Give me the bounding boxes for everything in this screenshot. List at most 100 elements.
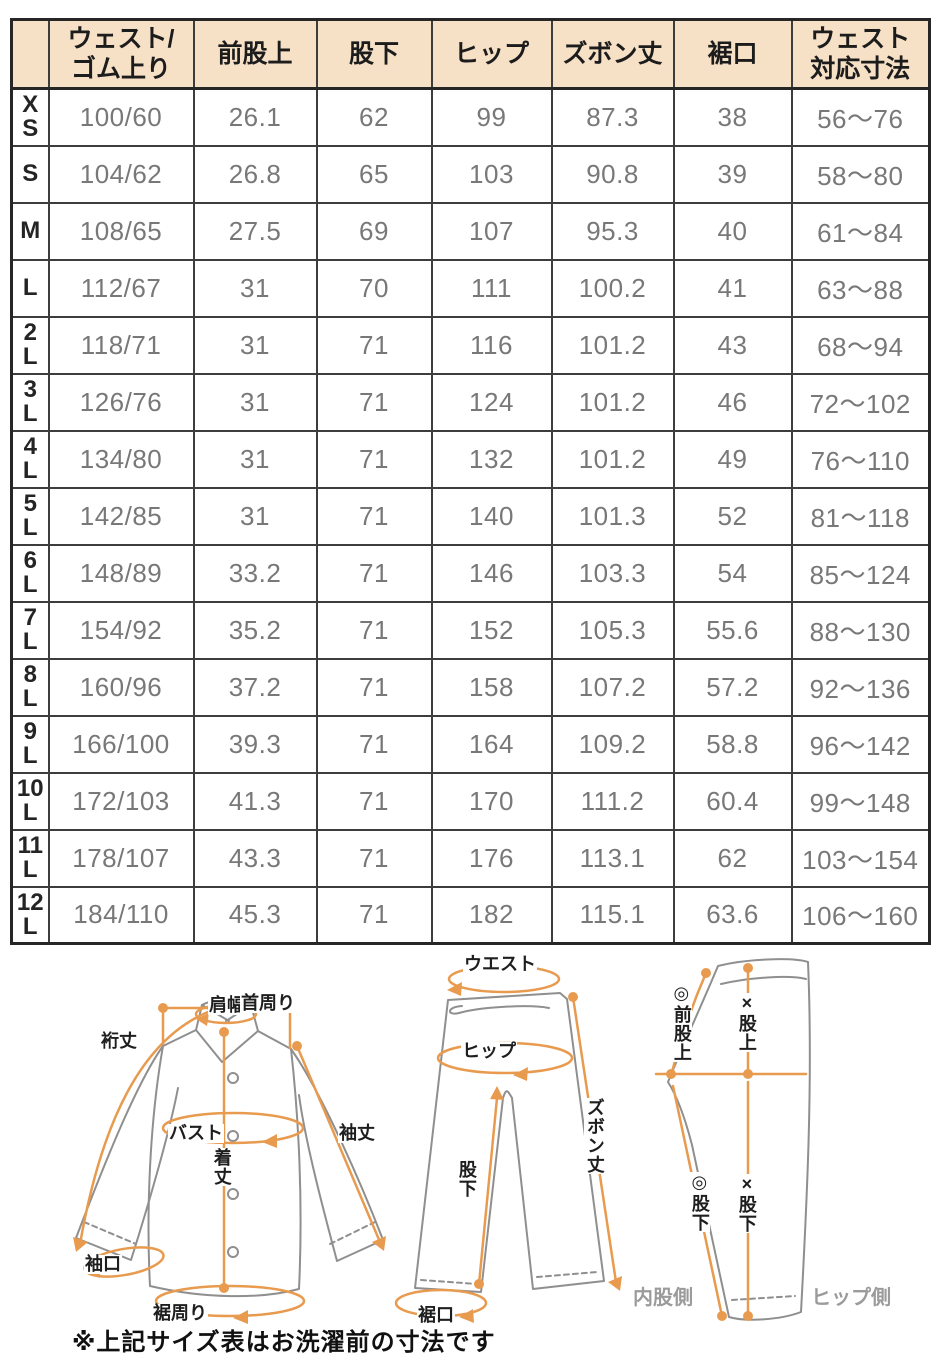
- measurement-cell: 71: [315, 315, 433, 375]
- measurement-cell: 43.3: [192, 828, 318, 888]
- measurement-cell: 126/76: [47, 372, 195, 432]
- measurement-cell: 55.6: [672, 600, 793, 660]
- table-row: 12 L 184/110 45.3 71 182 115.1 63.6 106〜160: [10, 885, 931, 945]
- measurement-cell: 49: [672, 429, 793, 489]
- measurement-cell: 99: [430, 87, 553, 147]
- measurement-cell: 71: [315, 714, 433, 774]
- measurement-cell: 101.2: [550, 429, 675, 489]
- size-label: 11 L: [10, 828, 50, 888]
- measurement-cell: 56〜76: [790, 87, 931, 147]
- measurement-cell: 26.1: [192, 87, 318, 147]
- measurement-cell: 146: [430, 543, 553, 603]
- measurement-cell: 31: [192, 315, 318, 375]
- measurement-cell: 41.3: [192, 771, 318, 831]
- measurement-cell: 100.2: [550, 258, 675, 318]
- measurement-cell: 71: [315, 486, 433, 546]
- measurement-cell: 111: [430, 258, 553, 318]
- measurement-cell: 87.3: [550, 87, 675, 147]
- measurement-cell: 35.2: [192, 600, 318, 660]
- measurement-cell: 31: [192, 486, 318, 546]
- measurement-cell: 71: [315, 600, 433, 660]
- column-header: 裾口: [672, 18, 793, 90]
- size-label: 9 L: [10, 714, 50, 774]
- measurement-cell: 103〜154: [790, 828, 931, 888]
- measurement-cell: 103.3: [550, 543, 675, 603]
- label-hem-opening: 裾口: [417, 1305, 455, 1325]
- measurement-cell: 72〜102: [790, 372, 931, 432]
- label-inseam-side: ×股下: [736, 1174, 757, 1233]
- measurement-cell: 71: [315, 429, 433, 489]
- measurement-cell: 158: [430, 657, 553, 717]
- measurement-cell: 113.1: [550, 828, 675, 888]
- label-sleeve-length: 袖丈: [338, 1123, 376, 1143]
- size-label: 5 L: [10, 486, 50, 546]
- measurement-cell: 112/67: [47, 258, 195, 318]
- label-front-rise: ◎前股上: [671, 983, 692, 1062]
- label-waist: ウエスト: [463, 954, 537, 974]
- label-sleeve-opening: 袖口: [84, 1254, 122, 1274]
- measurement-cell: 26.8: [192, 144, 318, 204]
- measurement-cell: 107.2: [550, 657, 675, 717]
- label-inner-side: 内股側: [633, 1287, 693, 1309]
- size-label: 6 L: [10, 543, 50, 603]
- label-hip-side: ヒップ側: [811, 1287, 891, 1309]
- size-label: 2 L: [10, 315, 50, 375]
- corner-cell: [10, 18, 50, 90]
- measurement-cell: 95.3: [550, 201, 675, 261]
- table-row: 7 L 154/92 35.2 71 152 105.3 55.6 88〜130: [10, 600, 931, 660]
- measurement-cell: 148/89: [47, 543, 195, 603]
- size-label: S: [10, 144, 50, 204]
- label-pants-length: ズボン丈: [584, 1098, 605, 1174]
- label-inseam: 股下: [456, 1160, 477, 1198]
- measurement-cell: 58.8: [672, 714, 793, 774]
- measurement-cell: 65: [315, 144, 433, 204]
- measurement-cell: 116: [430, 315, 553, 375]
- wash-note: ※上記サイズ表はお洗濯前の寸法です: [72, 1329, 496, 1356]
- measurement-cell: 57.2: [672, 657, 793, 717]
- table-row: 10 L 172/103 41.3 71 170 111.2 60.4 99〜148: [10, 771, 931, 831]
- measurement-cell: 99〜148: [790, 771, 931, 831]
- measurement-cell: 152: [430, 600, 553, 660]
- measurement-cell: 118/71: [47, 315, 195, 375]
- size-label: M: [10, 201, 50, 261]
- label-hip: ヒップ: [461, 1041, 517, 1061]
- column-header: ズボン丈: [550, 18, 675, 90]
- measurement-cell: 107: [430, 201, 553, 261]
- measurement-cell: 63.6: [672, 885, 793, 945]
- size-label: 8 L: [10, 657, 50, 717]
- measurement-cell: 134/80: [47, 429, 195, 489]
- measurement-cell: 101.3: [550, 486, 675, 546]
- measurement-cell: 60.4: [672, 771, 793, 831]
- measurement-cell: 124: [430, 372, 553, 432]
- measurement-cell: 90.8: [550, 144, 675, 204]
- size-label: X S: [10, 87, 50, 147]
- measurement-cell: 71: [315, 372, 433, 432]
- label-bust: バスト: [168, 1123, 224, 1143]
- measurement-cell: 184/110: [47, 885, 195, 945]
- measurement-cell: 61〜84: [790, 201, 931, 261]
- measurement-cell: 31: [192, 372, 318, 432]
- measurement-cell: 85〜124: [790, 543, 931, 603]
- measurement-cell: 103: [430, 144, 553, 204]
- table-row: 6 L 148/89 33.2 71 146 103.3 54 85〜124: [10, 543, 931, 603]
- size-label: 12 L: [10, 885, 50, 945]
- measurement-cell: 68〜94: [790, 315, 931, 375]
- measurement-cell: 178/107: [47, 828, 195, 888]
- measurement-cell: 71: [315, 657, 433, 717]
- measurement-cell: 154/92: [47, 600, 195, 660]
- measurement-cell: 140: [430, 486, 553, 546]
- measurement-cell: 38: [672, 87, 793, 147]
- column-header: 前股上: [192, 18, 318, 90]
- column-header: 股下: [315, 18, 433, 90]
- measurement-cell: 46: [672, 372, 793, 432]
- measurement-cell: 40: [672, 201, 793, 261]
- size-label: 3 L: [10, 372, 50, 432]
- label-inseam-inner: ◎股下: [689, 1172, 710, 1232]
- label-body-length: 着丈: [211, 1148, 232, 1186]
- measurement-cell: 33.2: [192, 543, 318, 603]
- table-row: X S 100/60 26.1 62 99 87.3 38 56〜76: [10, 87, 931, 147]
- measurement-cell: 41: [672, 258, 793, 318]
- measurement-cell: 166/100: [47, 714, 195, 774]
- measurement-cell: 176: [430, 828, 553, 888]
- table-row: S 104/62 26.8 65 103 90.8 39 58〜80: [10, 144, 931, 204]
